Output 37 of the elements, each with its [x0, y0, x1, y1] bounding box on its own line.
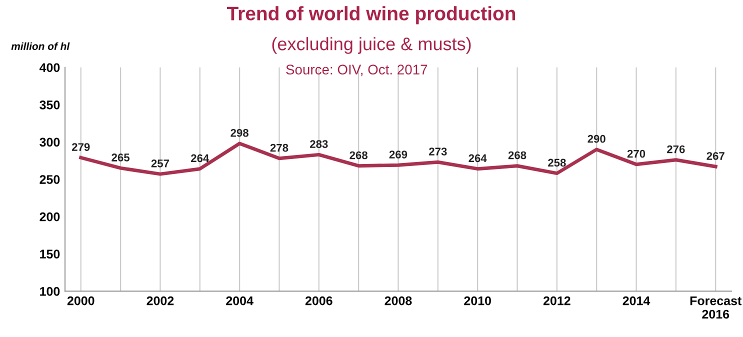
- y-tick-label: 300: [40, 138, 60, 147]
- data-label: 264: [468, 154, 487, 162]
- data-label: 264: [191, 154, 210, 162]
- y-tick-label: 200: [40, 212, 60, 222]
- y-tick-label: 400: [39, 63, 60, 72]
- y-tick-label: 150: [40, 250, 60, 259]
- data-label: 279: [72, 143, 90, 151]
- x-tick-label: 2010: [464, 296, 491, 306]
- data-label: 270: [627, 150, 646, 158]
- x-tick-label: 2000: [67, 296, 94, 306]
- data-label: 298: [230, 128, 248, 137]
- data-label: 290: [588, 134, 606, 143]
- x-tick-label: Forecast 2016: [690, 296, 742, 319]
- data-label: 268: [508, 151, 526, 160]
- y-axis-title: million of hl: [11, 42, 70, 50]
- data-label: 258: [548, 158, 566, 167]
- x-tick-label: 2006: [305, 296, 332, 306]
- data-label: 257: [151, 160, 170, 168]
- chart-title: Trend of world wine production: [226, 6, 516, 24]
- y-tick-label: 250: [40, 175, 60, 184]
- y-tick-label: 350: [40, 100, 60, 110]
- data-label: 278: [270, 144, 288, 152]
- x-tick-label: 2002: [146, 296, 174, 306]
- y-tick-label: 100: [40, 286, 60, 296]
- data-label: 265: [112, 154, 130, 162]
- x-tick-label: 2012: [543, 296, 570, 306]
- data-label: 268: [350, 151, 368, 160]
- chart-subtitle: (excluding juice & musts): [272, 37, 471, 54]
- annotation: Source: OIV, Oct. 2017: [286, 64, 428, 76]
- x-tick-label: 2008: [384, 296, 412, 306]
- data-label: 269: [389, 150, 408, 158]
- data-label: 283: [310, 140, 328, 148]
- x-tick-label: 2004: [226, 296, 254, 306]
- data-label: 267: [706, 152, 724, 160]
- data-label: 276: [667, 145, 685, 154]
- x-tick-label: 2014: [622, 296, 650, 306]
- data-label: 273: [429, 148, 447, 156]
